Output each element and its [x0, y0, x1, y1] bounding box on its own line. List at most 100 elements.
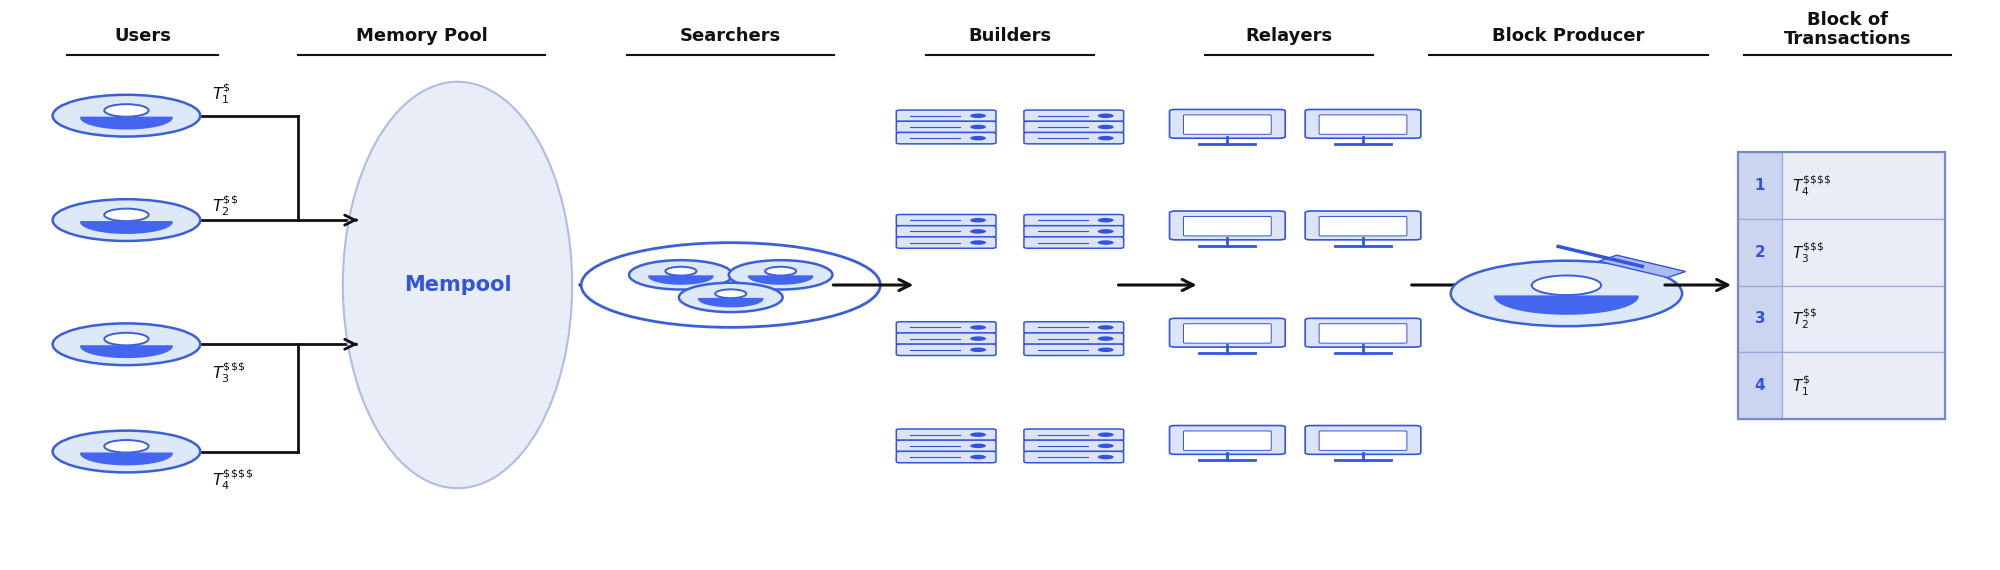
Text: 1: 1: [1754, 178, 1766, 193]
Circle shape: [1098, 218, 1114, 222]
Circle shape: [970, 348, 986, 352]
FancyBboxPatch shape: [1024, 333, 1124, 344]
FancyBboxPatch shape: [1782, 152, 1946, 219]
Ellipse shape: [342, 82, 572, 488]
FancyBboxPatch shape: [1738, 286, 1782, 352]
FancyBboxPatch shape: [896, 214, 996, 226]
Polygon shape: [80, 453, 172, 465]
FancyBboxPatch shape: [1306, 426, 1420, 454]
Text: $T_3^{\$\$\$}$: $T_3^{\$\$\$}$: [212, 360, 246, 385]
FancyBboxPatch shape: [1184, 324, 1272, 343]
FancyBboxPatch shape: [1024, 226, 1124, 237]
Polygon shape: [648, 276, 714, 284]
Polygon shape: [748, 276, 812, 284]
FancyBboxPatch shape: [1320, 431, 1406, 450]
Text: Block of: Block of: [1808, 11, 1888, 29]
Circle shape: [970, 325, 986, 329]
FancyBboxPatch shape: [896, 110, 996, 121]
FancyBboxPatch shape: [1306, 211, 1420, 240]
Text: Searchers: Searchers: [680, 27, 782, 45]
FancyBboxPatch shape: [1024, 344, 1124, 356]
Polygon shape: [1598, 255, 1686, 278]
Text: Block Producer: Block Producer: [1492, 27, 1644, 45]
FancyBboxPatch shape: [1184, 431, 1272, 450]
Circle shape: [666, 267, 696, 275]
Circle shape: [678, 283, 782, 312]
Circle shape: [970, 455, 986, 459]
Text: $T_1^{\$}$: $T_1^{\$}$: [1792, 373, 1810, 398]
Text: Relayers: Relayers: [1246, 27, 1332, 45]
Circle shape: [1098, 433, 1114, 437]
FancyBboxPatch shape: [1024, 237, 1124, 249]
Text: 4: 4: [1754, 378, 1766, 393]
FancyBboxPatch shape: [1306, 318, 1420, 347]
Text: Mempool: Mempool: [404, 275, 512, 295]
FancyBboxPatch shape: [1024, 121, 1124, 133]
FancyBboxPatch shape: [1782, 286, 1946, 352]
Text: $T_2^{\$\$}$: $T_2^{\$\$}$: [212, 194, 238, 218]
Circle shape: [104, 440, 148, 453]
FancyBboxPatch shape: [1184, 217, 1272, 236]
FancyBboxPatch shape: [896, 132, 996, 144]
Text: $T_4^{\$\$\$\$}$: $T_4^{\$\$\$\$}$: [1792, 173, 1832, 198]
FancyBboxPatch shape: [1738, 152, 1782, 219]
FancyBboxPatch shape: [896, 429, 996, 441]
Text: 2: 2: [1754, 245, 1766, 260]
Circle shape: [970, 336, 986, 341]
Circle shape: [716, 290, 746, 298]
FancyBboxPatch shape: [1024, 451, 1124, 463]
Circle shape: [970, 136, 986, 140]
FancyBboxPatch shape: [896, 321, 996, 333]
Text: $T_3^{\$\$\$}$: $T_3^{\$\$\$}$: [1792, 240, 1824, 264]
Text: $T_4^{\$\$\$\$}$: $T_4^{\$\$\$\$}$: [212, 467, 254, 492]
FancyBboxPatch shape: [1170, 211, 1286, 240]
FancyBboxPatch shape: [1024, 321, 1124, 333]
FancyBboxPatch shape: [1170, 426, 1286, 454]
Polygon shape: [80, 222, 172, 233]
FancyBboxPatch shape: [1024, 132, 1124, 144]
Circle shape: [1098, 229, 1114, 234]
Circle shape: [104, 209, 148, 221]
Polygon shape: [80, 346, 172, 357]
Circle shape: [1098, 113, 1114, 118]
FancyBboxPatch shape: [1024, 429, 1124, 441]
FancyBboxPatch shape: [1306, 109, 1420, 139]
Text: $T_1^{\$}$: $T_1^{\$}$: [212, 80, 232, 105]
FancyBboxPatch shape: [896, 226, 996, 237]
Polygon shape: [80, 117, 172, 129]
Circle shape: [970, 241, 986, 245]
Circle shape: [970, 113, 986, 118]
Text: $T_2^{\$\$}$: $T_2^{\$\$}$: [1792, 307, 1818, 331]
Circle shape: [728, 260, 832, 290]
FancyBboxPatch shape: [896, 344, 996, 356]
Circle shape: [1098, 125, 1114, 129]
FancyBboxPatch shape: [1024, 440, 1124, 451]
Circle shape: [52, 323, 200, 365]
Circle shape: [970, 229, 986, 234]
FancyBboxPatch shape: [1782, 219, 1946, 286]
Circle shape: [52, 199, 200, 241]
FancyBboxPatch shape: [1782, 352, 1946, 419]
Circle shape: [1098, 443, 1114, 448]
Circle shape: [970, 433, 986, 437]
Circle shape: [1098, 325, 1114, 329]
FancyBboxPatch shape: [896, 121, 996, 133]
Polygon shape: [698, 299, 762, 307]
FancyBboxPatch shape: [896, 333, 996, 344]
Polygon shape: [1494, 296, 1638, 314]
Circle shape: [970, 125, 986, 129]
Circle shape: [1450, 260, 1682, 326]
Circle shape: [1532, 275, 1602, 295]
FancyBboxPatch shape: [1738, 219, 1782, 286]
FancyBboxPatch shape: [896, 451, 996, 463]
Circle shape: [766, 267, 796, 275]
Text: Transactions: Transactions: [1784, 30, 1912, 48]
Circle shape: [630, 260, 732, 290]
Circle shape: [1098, 336, 1114, 341]
Circle shape: [52, 430, 200, 473]
FancyBboxPatch shape: [1170, 109, 1286, 139]
Circle shape: [1098, 241, 1114, 245]
Text: 3: 3: [1754, 311, 1766, 327]
Circle shape: [582, 243, 880, 327]
Circle shape: [104, 104, 148, 117]
